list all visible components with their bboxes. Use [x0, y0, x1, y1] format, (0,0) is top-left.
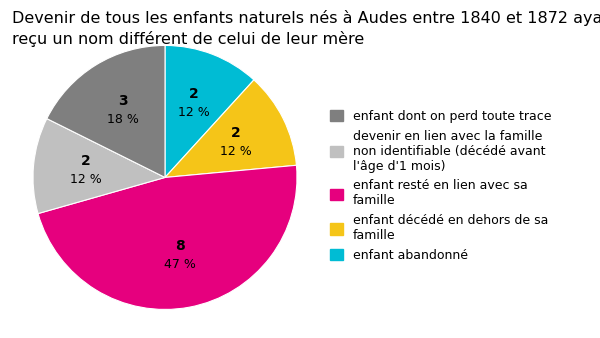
Text: 12 %: 12 %: [70, 173, 102, 186]
Wedge shape: [165, 80, 296, 177]
Wedge shape: [38, 165, 297, 310]
Wedge shape: [47, 45, 165, 177]
Text: 12 %: 12 %: [220, 145, 252, 158]
Text: 12 %: 12 %: [178, 106, 209, 119]
Wedge shape: [33, 119, 165, 214]
Text: 2: 2: [231, 126, 241, 140]
Text: 3: 3: [118, 94, 128, 108]
Text: 2: 2: [81, 154, 91, 168]
Text: 47 %: 47 %: [164, 258, 196, 271]
Legend: enfant dont on perd toute trace, devenir en lien avec la famille
non identifiabl: enfant dont on perd toute trace, devenir…: [330, 110, 551, 262]
Text: Devenir de tous les enfants naturels nés à Audes entre 1840 et 1872 ayant
reçu u: Devenir de tous les enfants naturels nés…: [12, 10, 600, 47]
Wedge shape: [165, 45, 254, 177]
Text: 18 %: 18 %: [107, 113, 139, 126]
Text: 8: 8: [175, 239, 184, 253]
Text: 2: 2: [189, 87, 199, 101]
